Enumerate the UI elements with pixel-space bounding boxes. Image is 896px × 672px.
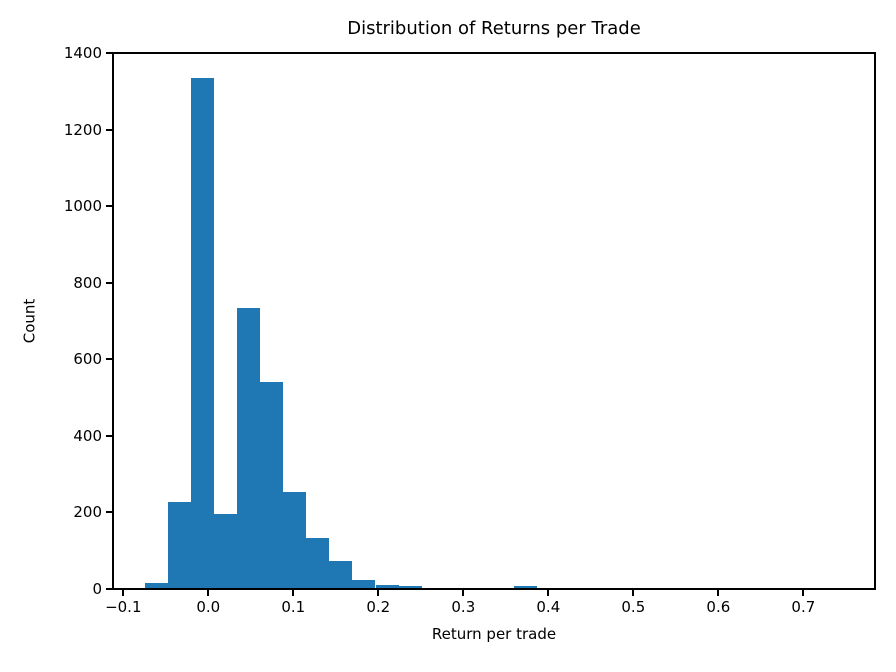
x-tick-mark	[717, 589, 720, 596]
y-tick-mark	[106, 434, 113, 437]
histogram-bar	[398, 586, 422, 589]
spine-bottom	[112, 588, 876, 590]
histogram-bar	[306, 538, 330, 589]
x-axis-label: Return per trade	[431, 625, 557, 643]
plot-area: Distribution of Returns per Trade −0.1 0.…	[21, 18, 876, 643]
x-tick-label: 0.6	[706, 598, 731, 616]
y-tick-label: 600	[73, 350, 102, 369]
chart-title: Distribution of Returns per Trade	[347, 18, 641, 39]
y-tick-mark	[106, 205, 113, 208]
spine-top	[112, 52, 876, 54]
histogram-bar	[167, 501, 191, 589]
histogram-bar	[514, 586, 538, 589]
y-tick-label: 200	[73, 503, 102, 522]
spine-right	[874, 52, 876, 590]
y-tick-mark	[106, 281, 113, 284]
x-tick-mark	[632, 589, 635, 596]
y-tick-label: 1000	[63, 197, 102, 216]
x-tick-mark	[292, 589, 295, 596]
y-tick-label: 1200	[63, 120, 102, 139]
histogram-bar	[329, 560, 353, 589]
histogram-bar	[190, 77, 214, 589]
x-tick-label: −0.1	[105, 598, 142, 616]
x-tick-label: 0.1	[281, 598, 306, 616]
histogram-bar	[352, 579, 376, 589]
histogram-bar	[213, 513, 237, 589]
y-tick-mark	[106, 588, 113, 590]
histogram-bar	[283, 491, 307, 589]
y-tick-mark	[106, 128, 113, 131]
x-tick-label: 0.7	[791, 598, 816, 616]
histogram-bar	[260, 382, 284, 589]
y-tick-label: 800	[73, 273, 102, 292]
x-tick-mark	[547, 589, 550, 596]
x-tick-label: 0.5	[621, 598, 646, 616]
y-tick-label: 1400	[63, 44, 102, 62]
histogram-bar	[236, 308, 261, 589]
x-tick-label: 0.0	[196, 598, 221, 616]
x-tick-label: 0.4	[536, 598, 561, 616]
y-axis-label: Count	[20, 298, 39, 344]
x-tick-mark	[802, 589, 805, 596]
x-tick-mark	[207, 589, 210, 596]
y-tick-mark	[106, 52, 113, 54]
x-tick-mark	[377, 589, 380, 596]
x-tick-mark	[122, 589, 125, 596]
y-tick-label: 0	[92, 580, 102, 598]
x-tick-mark	[462, 589, 465, 596]
y-tick-mark	[106, 358, 113, 361]
histogram-bar	[375, 585, 399, 589]
x-tick-label: 0.2	[366, 598, 391, 616]
histogram-bar	[144, 582, 168, 589]
y-tick-mark	[106, 511, 113, 514]
x-tick-label: 0.3	[451, 598, 476, 616]
y-tick-label: 400	[73, 426, 102, 445]
spine-left	[112, 52, 114, 590]
